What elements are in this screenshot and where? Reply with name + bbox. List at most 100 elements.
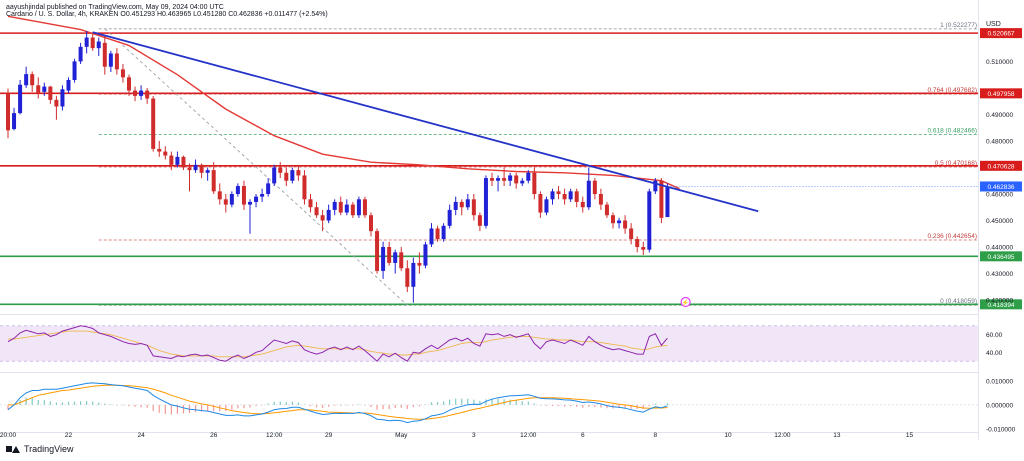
macd-axis-tick: 0.010000: [986, 378, 1013, 385]
price-tag-label: 0.436495: [987, 254, 1014, 261]
macd-histogram-bar: [213, 404, 215, 412]
candle-body: [550, 191, 555, 200]
candle-body: [332, 201, 337, 210]
candle-body: [635, 239, 640, 248]
macd-histogram-bar: [600, 404, 602, 408]
candle-body: [272, 167, 277, 184]
tradingview-footer: TradingView: [6, 444, 74, 454]
macd-histogram-bar: [285, 402, 287, 405]
macd-histogram-bar: [73, 401, 76, 405]
candle-body: [133, 90, 138, 96]
macd-histogram-bar: [352, 404, 354, 406]
macd-histogram-bar: [443, 401, 445, 405]
macd-histogram-bar: [146, 404, 148, 408]
macd-histogram-bar: [134, 404, 136, 407]
candle-body: [296, 170, 301, 176]
macd-histogram-bar: [533, 403, 535, 405]
bearish-trend-line: [92, 31, 759, 213]
candle-body: [308, 199, 313, 208]
chart-header: aayushjindal published on TradingView.co…: [6, 4, 328, 18]
candle-body: [423, 244, 428, 266]
price-tag: [980, 251, 1022, 262]
macd-histogram-bar: [376, 404, 378, 410]
macd-histogram-bar: [666, 403, 669, 405]
candle-body: [435, 228, 440, 240]
author-name: aayushjindal: [6, 4, 45, 11]
candle-body: [665, 186, 670, 218]
candle-body: [338, 201, 343, 213]
ohlc-values: O0.451293 H0.463965 L0.451280 C0.462836 …: [120, 11, 328, 18]
candle-body: [211, 170, 216, 192]
candle-body: [84, 37, 89, 47]
macd-histogram-bar: [158, 404, 160, 413]
macd-histogram-bar: [297, 402, 299, 405]
macd-histogram-bar: [86, 401, 88, 405]
candle-body: [514, 175, 519, 184]
macd-histogram-bar: [515, 400, 517, 405]
time-axis-tick: 20:00: [0, 432, 17, 439]
macd-histogram-bar: [473, 399, 475, 405]
macd-histogram-bar: [273, 401, 275, 405]
macd-histogram-bar: [582, 404, 584, 408]
candle-body: [405, 268, 410, 287]
candle-body: [120, 69, 125, 78]
time-axis-tick: May: [395, 432, 408, 439]
macd-histogram-bar: [406, 404, 408, 409]
macd-histogram-bar: [182, 404, 185, 414]
candle-body: [217, 191, 222, 200]
time-axis-tick: 13: [833, 432, 841, 439]
candle-body: [502, 178, 507, 181]
macd-histogram-bar: [201, 404, 203, 412]
candle-body: [375, 231, 380, 271]
macd-histogram-bar: [521, 401, 523, 405]
macd-histogram-bar: [104, 403, 106, 405]
symbol-title: Cardano / U. S. Dollar, 4h, KRAKEN: [6, 11, 119, 18]
macd-histogram-bar: [49, 401, 51, 405]
moving-average-line: [7, 15, 680, 190]
macd-histogram-bar: [92, 401, 94, 405]
candle-body: [229, 193, 234, 205]
candle-body: [127, 77, 131, 91]
price-tag-label: 0.520667: [987, 31, 1014, 38]
price-axis-tick: 0.510000: [986, 59, 1013, 66]
macd-histogram-bar: [545, 404, 548, 406]
last-price-tag: [980, 181, 1022, 192]
candle-body: [617, 220, 622, 224]
macd-histogram-bar: [648, 404, 650, 406]
macd-histogram-bar: [194, 404, 197, 413]
candle-body: [175, 156, 180, 165]
macd-histogram-bar: [539, 404, 541, 406]
time-axis-tick: 8: [654, 432, 658, 439]
macd-histogram-bar: [334, 404, 336, 406]
candle-body: [90, 37, 95, 49]
candle-body: [453, 201, 458, 210]
macd-histogram-bar: [509, 399, 511, 405]
candle-body: [42, 86, 47, 92]
macd-histogram-bar: [152, 404, 154, 412]
macd-histogram-bar: [467, 398, 469, 405]
candle-body: [78, 46, 83, 62]
macd-histogram-bar: [309, 404, 312, 407]
time-axis-tick: 24: [137, 432, 145, 439]
fib-diagonal-line: [104, 28, 408, 306]
candle-body: [387, 247, 392, 263]
candle-body: [538, 193, 543, 213]
candle-body: [284, 172, 289, 181]
macd-histogram-bar: [491, 398, 493, 405]
price-tag-label: 0.470628: [987, 163, 1014, 170]
candle-body: [562, 193, 567, 200]
macd-histogram-bar: [170, 404, 172, 415]
candle-body: [393, 252, 398, 263]
candle-body: [556, 191, 561, 194]
time-axis-tick: 10: [724, 432, 732, 439]
macd-histogram-bar: [61, 402, 64, 405]
currency-label: USD: [986, 21, 1001, 28]
candle-body: [48, 86, 53, 100]
candle-body: [429, 228, 434, 245]
macd-histogram-bar: [412, 404, 414, 408]
macd-histogram-bar: [122, 404, 124, 406]
price-axis-tick: 0.460000: [986, 191, 1013, 198]
macd-histogram-bar: [261, 404, 263, 406]
candle-body: [592, 180, 597, 194]
